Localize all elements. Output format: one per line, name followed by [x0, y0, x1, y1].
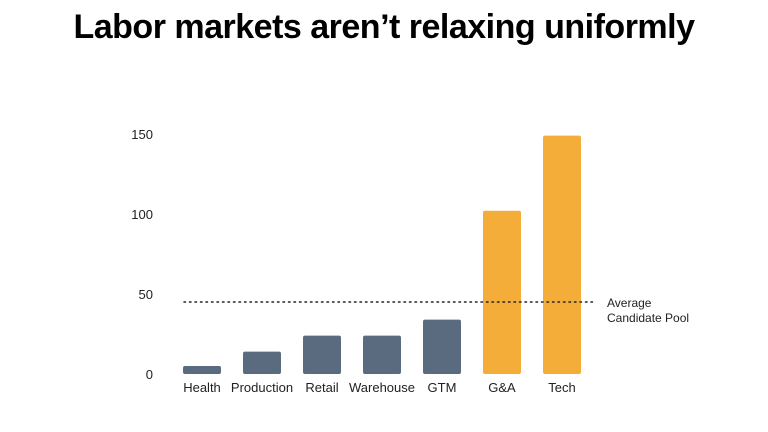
x-category-label: Warehouse — [349, 380, 415, 395]
x-category-label: Tech — [548, 380, 575, 395]
average-label: Candidate Pool — [607, 311, 689, 325]
x-category-label: Production — [231, 380, 293, 395]
bar-tech — [543, 135, 581, 374]
bars — [183, 135, 581, 374]
x-category-label: Health — [183, 380, 221, 395]
average-label: Average — [607, 296, 652, 310]
bar-warehouse — [363, 335, 401, 374]
y-axis-ticks: 0 50 100 150 — [131, 127, 153, 382]
x-axis-labels: Health Production Retail Warehouse GTM G&A Tec… — [183, 380, 576, 395]
y-tick-label: 150 — [131, 127, 153, 142]
x-category-label: G&A — [488, 380, 516, 395]
x-category-label: GTM — [428, 380, 457, 395]
bar-health — [183, 366, 221, 374]
bar-production — [243, 351, 281, 374]
bar-gtm — [423, 319, 461, 374]
x-category-label: Retail — [305, 380, 338, 395]
chart-title: Labor markets aren’t relaxing uniformly — [73, 8, 695, 46]
bar-g-a — [483, 210, 521, 374]
y-tick-label: 50 — [139, 287, 153, 302]
bar-retail — [303, 335, 341, 374]
y-tick-label: 100 — [131, 207, 153, 222]
y-tick-label: 0 — [146, 367, 153, 382]
